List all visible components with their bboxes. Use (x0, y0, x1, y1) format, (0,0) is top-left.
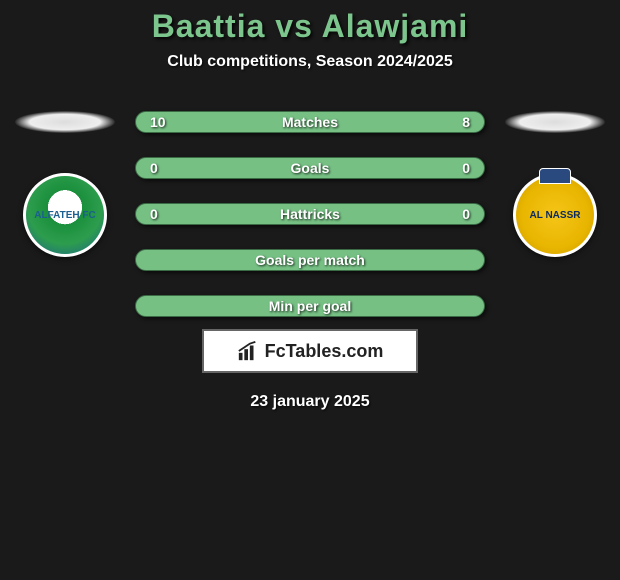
stat-label: Min per goal (269, 298, 351, 314)
stat-right-value: 8 (442, 114, 470, 130)
comparison-card: Baattia vs Alawjami Club competitions, S… (0, 0, 620, 419)
stat-row-goals: 0 Goals 0 (135, 157, 485, 179)
stat-label: Hattricks (280, 206, 340, 222)
main-area: ALFATEH FC 10 Matches 8 0 Goals 0 0 Hatt… (0, 111, 620, 317)
left-player-column: ALFATEH FC (15, 111, 115, 257)
stats-column: 10 Matches 8 0 Goals 0 0 Hattricks 0 Goa… (135, 111, 485, 317)
left-player-silhouette (15, 111, 115, 133)
right-player-column: AL NASSR (505, 111, 605, 257)
stat-row-min-per-goal: Min per goal (135, 295, 485, 317)
stat-row-goals-per-match: Goals per match (135, 249, 485, 271)
stat-right-value: 0 (442, 206, 470, 222)
branding-badge[interactable]: FcTables.com (202, 329, 418, 373)
stat-row-matches: 10 Matches 8 (135, 111, 485, 133)
right-player-silhouette (505, 111, 605, 133)
footer-date: 23 january 2025 (250, 393, 369, 411)
stat-label: Goals per match (255, 252, 365, 268)
stat-right-value: 0 (442, 160, 470, 176)
subtitle: Club competitions, Season 2024/2025 (167, 53, 452, 71)
stat-left-value: 10 (150, 114, 178, 130)
left-club-logo[interactable]: ALFATEH FC (23, 173, 107, 257)
page-title: Baattia vs Alawjami (152, 8, 469, 45)
stat-row-hattricks: 0 Hattricks 0 (135, 203, 485, 225)
chart-icon (237, 340, 259, 362)
branding-text: FcTables.com (265, 341, 384, 362)
left-club-short: ALFATEH FC (34, 210, 95, 221)
right-club-short: AL NASSR (530, 210, 581, 221)
stat-left-value: 0 (150, 160, 178, 176)
stat-label: Goals (291, 160, 330, 176)
stat-label: Matches (282, 114, 338, 130)
stat-left-value: 0 (150, 206, 178, 222)
right-club-logo[interactable]: AL NASSR (513, 173, 597, 257)
